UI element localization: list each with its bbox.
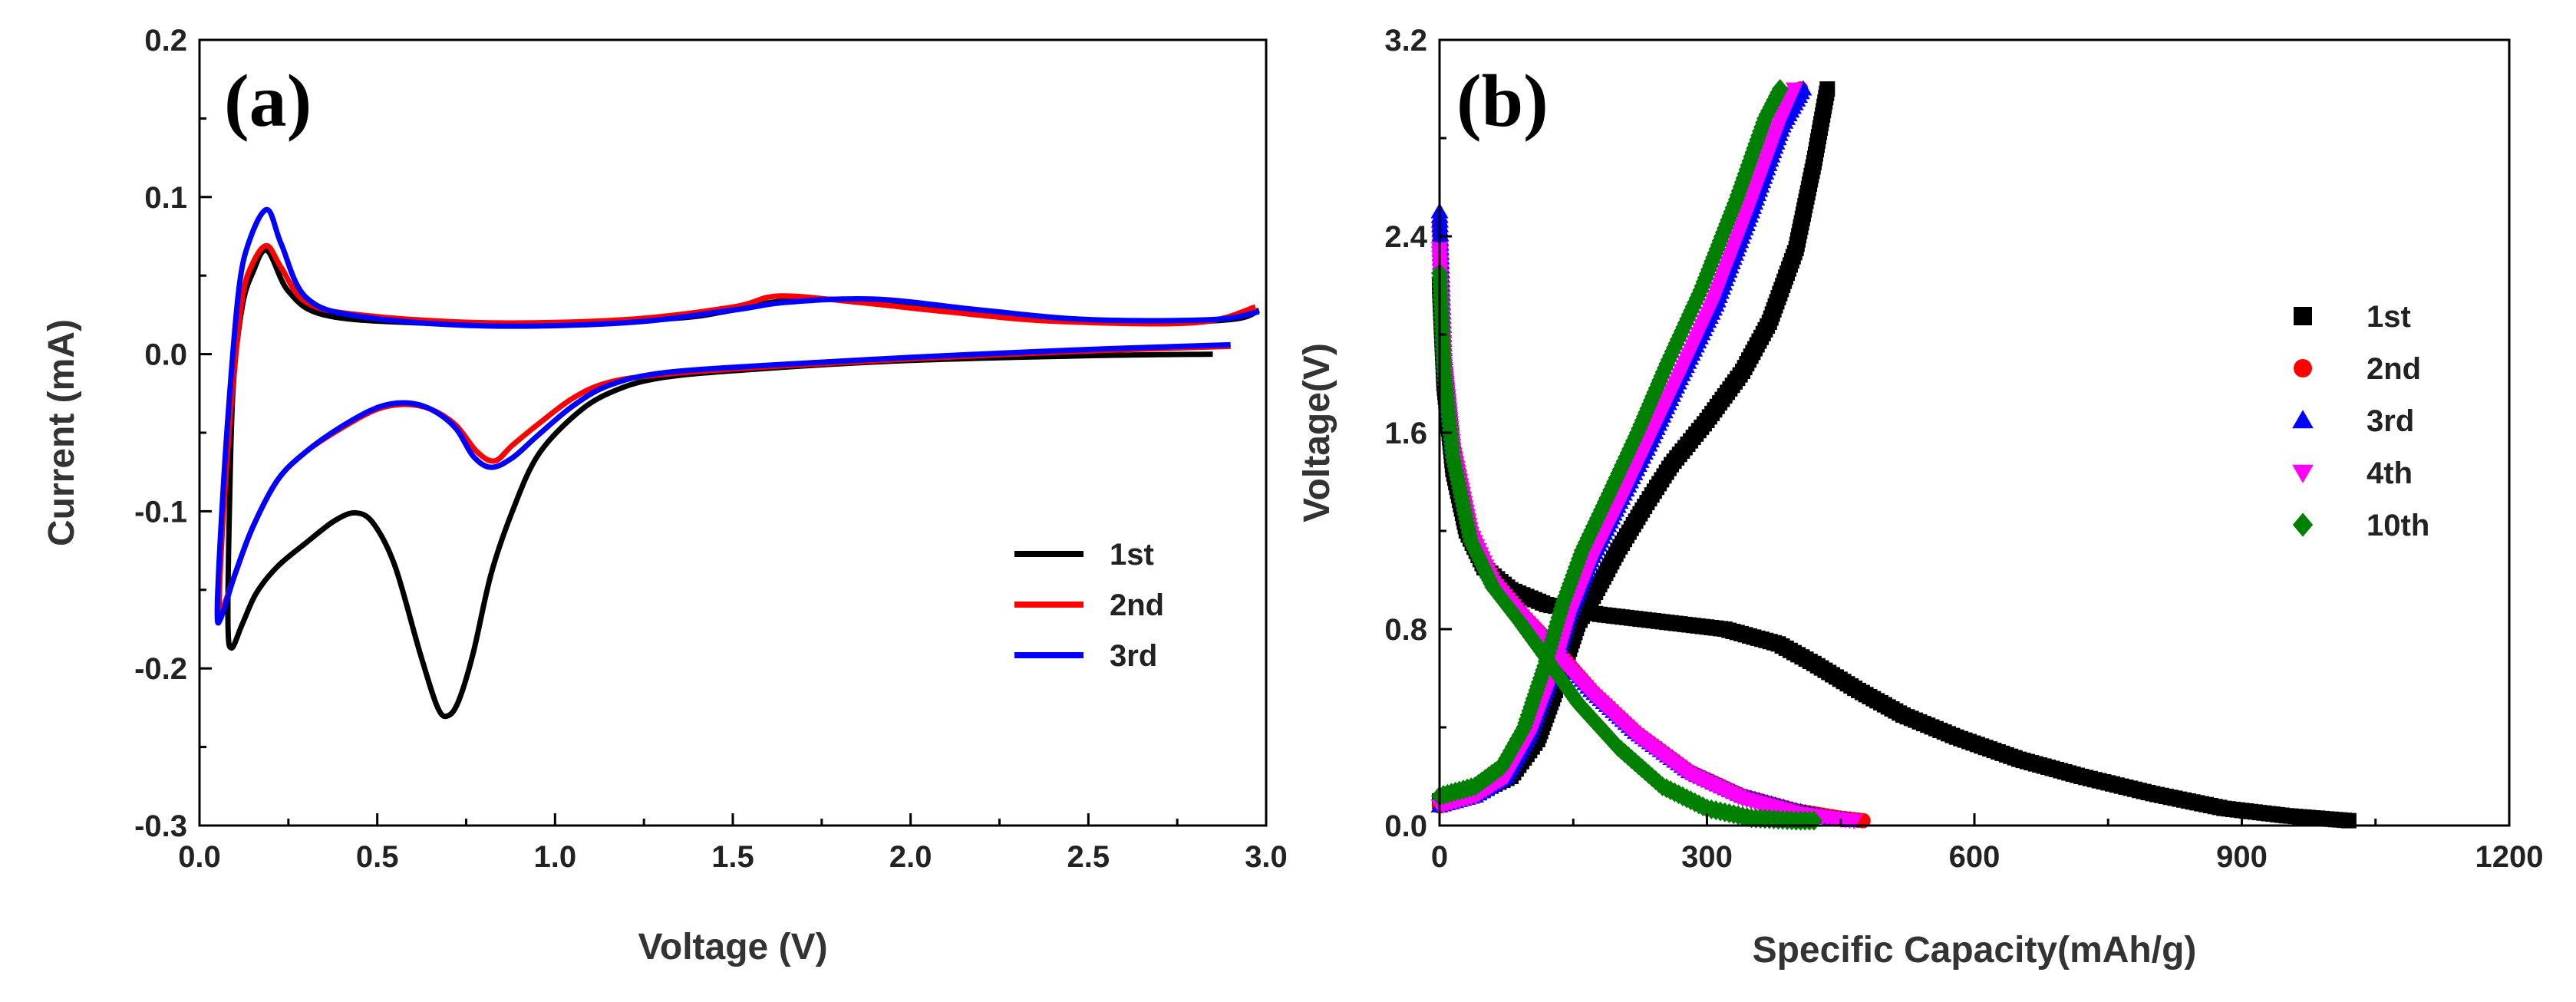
panel-a-x-tick-label: 0.5 xyxy=(356,840,399,874)
panel-a-x-axis-title: Voltage (V) xyxy=(638,927,827,967)
panel-b-ticks: 0 300 600 900 1200 0.0 0.8 1.6 2.4 3.2 xyxy=(1384,24,2543,874)
panel-a-y-tick-label: -0.3 xyxy=(134,809,187,843)
panel-b-label: (b) xyxy=(1456,60,1549,143)
legend-marker-2nd xyxy=(2294,359,2312,377)
legend-marker-4th xyxy=(2292,464,2314,483)
panel-a-x-tick-label: 1.5 xyxy=(711,840,754,874)
panel-a-y-tick-label: 0.1 xyxy=(144,181,187,215)
panel-b-y-axis-title: Voltage(V) xyxy=(1297,343,1337,522)
panel-a-label: (a) xyxy=(224,60,312,143)
legend-marker-3rd xyxy=(2292,410,2314,429)
legend-label-3rd: 3rd xyxy=(1110,639,1157,673)
panel-b-y-tick-label: 1.6 xyxy=(1384,417,1427,450)
panel-a-x-tick-label: 2.5 xyxy=(1067,840,1110,874)
panel-a-legend: 1st 2nd 3rd xyxy=(1014,538,1164,673)
panel-b-y-tick-label: 2.4 xyxy=(1384,220,1427,254)
legend-label-10th: 10th xyxy=(2367,509,2429,542)
legend-label-1st: 1st xyxy=(1110,538,1154,572)
panel-a-x-tick-label: 1.0 xyxy=(534,840,577,874)
cv-curve-2nd xyxy=(216,242,1257,620)
panel-a-y-tick-label: 0.0 xyxy=(144,338,187,372)
panel-a-ticks: 0.0 0.5 1.0 1.5 2.0 2.5 3.0 -0.3 -0.2 -0.1 0.0 0.1 0… xyxy=(134,24,1288,874)
panel-b-x-tick-label: 0 xyxy=(1431,840,1448,874)
panel-a-y-axis-title: Current (mA) xyxy=(41,319,82,546)
legend-marker-10th xyxy=(2292,513,2314,537)
legend-label-1st: 1st xyxy=(2367,300,2411,334)
panel-a-plot-frame xyxy=(198,38,1268,827)
panel-a-x-tick-label: 2.0 xyxy=(889,840,932,874)
panel-b-x-tick-label: 600 xyxy=(1949,840,2000,874)
panel-b-x-axis-title: Specific Capacity(mAh/g) xyxy=(1753,930,2197,971)
legend-label-3rd: 3rd xyxy=(2367,404,2414,438)
panel-a-y-tick-label: -0.1 xyxy=(134,495,187,529)
gcd-charge-curve-10th xyxy=(1431,79,1789,806)
panel-b-y-tick-label: 3.2 xyxy=(1384,24,1427,58)
legend-label-2nd: 2nd xyxy=(2367,352,2421,386)
panel-b-x-tick-label: 300 xyxy=(1681,840,1733,874)
panel-b-x-tick-label: 900 xyxy=(2216,840,2268,874)
panel-b-markers xyxy=(1430,79,2357,831)
panel-b-legend: 1st 2nd 3rd 4th 10th xyxy=(2292,300,2429,542)
gcd-discharge-curve-1st xyxy=(1432,278,2357,829)
panel-a-y-tick-label: -0.2 xyxy=(134,652,187,686)
gcd-charge-curve-3rd xyxy=(1430,80,1812,812)
panel-b-x-tick-label: 1200 xyxy=(2475,840,2544,874)
legend-marker-1st xyxy=(2294,307,2312,325)
panel-a-x-tick-label: 3.0 xyxy=(1245,840,1288,874)
panel-b-y-tick-label: 0.0 xyxy=(1384,809,1427,843)
legend-label-2nd: 2nd xyxy=(1110,588,1164,622)
gcd-charge-curve-4th xyxy=(1430,82,1803,815)
cv-curve-3rd xyxy=(214,206,1260,626)
panel-a-curves xyxy=(214,206,1261,720)
panel-b-charge-discharge: (b) 0 300 600 900 1200 0.0 0.8 1.6 2.4 3.2 Specif… xyxy=(1297,24,2543,971)
gcd-discharge-curve-4th xyxy=(1430,242,1863,830)
legend-label-4th: 4th xyxy=(2367,457,2413,490)
panel-a-y-tick-label: 0.2 xyxy=(144,24,187,58)
panel-b-plot-frame xyxy=(1438,38,2511,827)
panel-b-y-tick-label: 0.8 xyxy=(1384,613,1427,647)
panel-a-x-tick-label: 0.0 xyxy=(178,840,221,874)
panel-a-cyclic-voltammetry: (a) 0.0 0.5 1.0 1.5 2.0 2.5 3.0-0.3-0.2-0.10.0… xyxy=(41,24,1288,967)
